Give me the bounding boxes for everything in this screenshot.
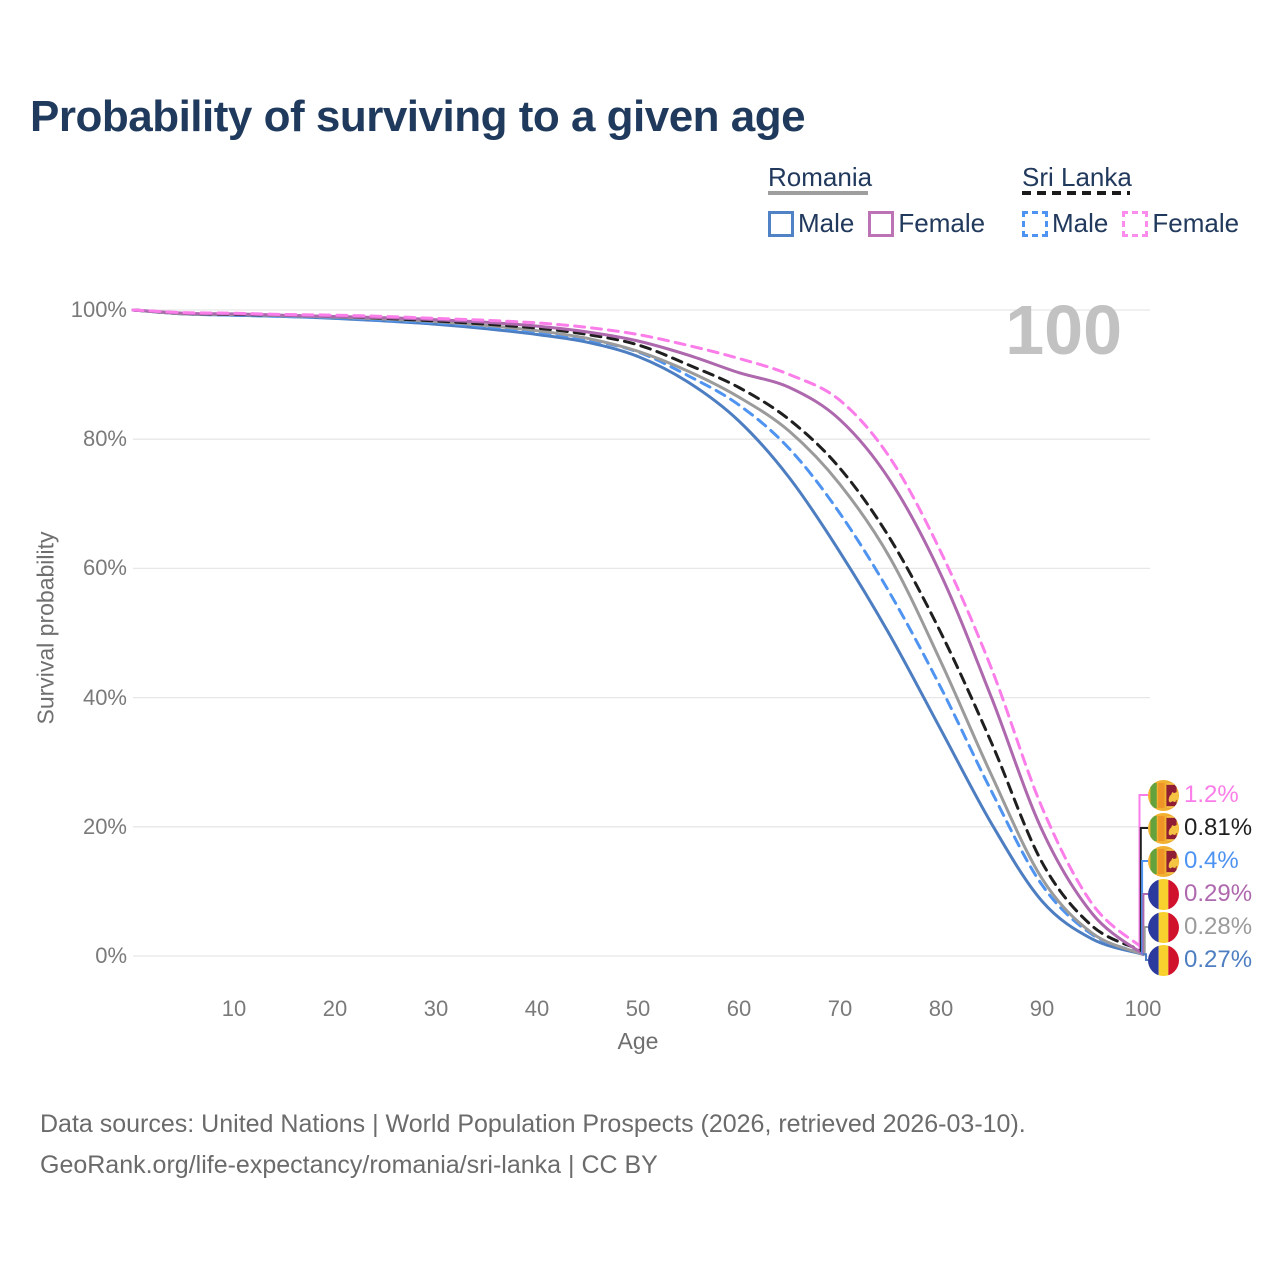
legend-group-sri-lanka: Sri Lanka Male Female bbox=[1022, 163, 1239, 239]
end-label-value: 0.4% bbox=[1184, 847, 1239, 874]
x-axis-title: Age bbox=[617, 1028, 659, 1054]
x-tick-label: 100 bbox=[1124, 996, 1162, 1021]
x-tick-label: 20 bbox=[322, 996, 348, 1021]
legend-item-label: Female bbox=[1152, 208, 1240, 238]
chart-title: Probability of surviving to a given age bbox=[30, 92, 806, 141]
y-tick-label: 20% bbox=[82, 813, 127, 839]
romania-flag-icon bbox=[1148, 878, 1179, 910]
end-label-row: 0.4% bbox=[1148, 845, 1239, 877]
x-tick-label: 80 bbox=[928, 996, 954, 1021]
end-label-row: 0.29% bbox=[1148, 878, 1252, 910]
y-tick-label: 40% bbox=[82, 684, 127, 710]
footer-attribution: GeoRank.org/life-expectancy/romania/sri-… bbox=[40, 1151, 658, 1179]
series-line[interactable]: Sri Lanka Both sexes bbox=[131, 308, 1145, 953]
legend-item-sri-lanka-female[interactable]: Female bbox=[1122, 208, 1239, 239]
x-tick-label: 40 bbox=[524, 996, 550, 1021]
series-line[interactable]: Romania Female bbox=[131, 308, 1145, 956]
y-tick-label: 60% bbox=[82, 555, 127, 581]
legend-country-romania[interactable]: Romania bbox=[768, 162, 873, 192]
end-label-value: 0.27% bbox=[1184, 946, 1253, 973]
legend-item-sri-lanka-male[interactable]: Male bbox=[1022, 208, 1108, 239]
end-label-value: 0.29% bbox=[1184, 880, 1253, 907]
y-tick-label: 100% bbox=[70, 297, 127, 322]
footer-data-sources: Data sources: United Nations | World Pop… bbox=[40, 1110, 1026, 1138]
romania-flag-icon bbox=[1148, 911, 1179, 943]
end-label-row: 0.27% bbox=[1148, 944, 1252, 976]
end-label-value: 0.81% bbox=[1184, 814, 1253, 841]
romania-flag-icon bbox=[1148, 944, 1179, 976]
romania-male-swatch-icon bbox=[768, 210, 794, 237]
x-tick-label: 30 bbox=[423, 996, 449, 1021]
y-tick-label: 0% bbox=[95, 943, 127, 968]
end-label-row: 0.81% bbox=[1148, 812, 1252, 844]
x-tick-label: 70 bbox=[827, 996, 853, 1021]
legend-underline-romania bbox=[768, 191, 868, 195]
legend-underline-sri-lanka bbox=[1022, 191, 1130, 195]
legend-item-label: Male bbox=[1052, 208, 1109, 238]
legend-item-romania-male[interactable]: Male bbox=[768, 208, 854, 239]
sri-lanka-flag-icon bbox=[1148, 845, 1179, 877]
legend-item-label: Female bbox=[898, 208, 986, 238]
legend-group-romania: Romania Male Female bbox=[768, 163, 985, 239]
legend-item-label: Male bbox=[798, 208, 855, 238]
romania-female-swatch-icon bbox=[868, 210, 895, 237]
footer: Data sources: United Nations | World Pop… bbox=[40, 1104, 1026, 1186]
sri-lanka-female-swatch-icon bbox=[1122, 210, 1149, 237]
end-label-row: 1.2% bbox=[1148, 779, 1239, 811]
legend-country-sri-lanka[interactable]: Sri Lanka bbox=[1022, 162, 1132, 192]
series-line[interactable]: Sri Lanka Female bbox=[131, 308, 1145, 950]
sri-lanka-flag-icon bbox=[1148, 779, 1179, 811]
x-tick-label: 50 bbox=[625, 996, 651, 1021]
age-watermark: 100 bbox=[1005, 291, 1122, 369]
end-label-connector bbox=[1143, 953, 1148, 961]
series-line[interactable]: Sri Lanka Male bbox=[131, 308, 1145, 955]
sri-lanka-male-swatch-icon bbox=[1022, 210, 1048, 237]
end-label-value: 1.2% bbox=[1184, 781, 1239, 808]
series-line[interactable]: Romania Both sexes bbox=[131, 308, 1145, 956]
x-tick-label: 90 bbox=[1029, 996, 1055, 1021]
legend-item-romania-female[interactable]: Female bbox=[868, 208, 985, 239]
y-tick-label: 80% bbox=[82, 426, 127, 452]
end-label-value: 0.28% bbox=[1184, 913, 1253, 940]
series-line[interactable]: Romania Male bbox=[131, 308, 1145, 956]
x-tick-label: 60 bbox=[726, 996, 752, 1021]
sri-lanka-flag-icon bbox=[1148, 812, 1179, 844]
end-label-row: 0.28% bbox=[1148, 911, 1252, 943]
x-tick-label: 10 bbox=[221, 996, 247, 1021]
